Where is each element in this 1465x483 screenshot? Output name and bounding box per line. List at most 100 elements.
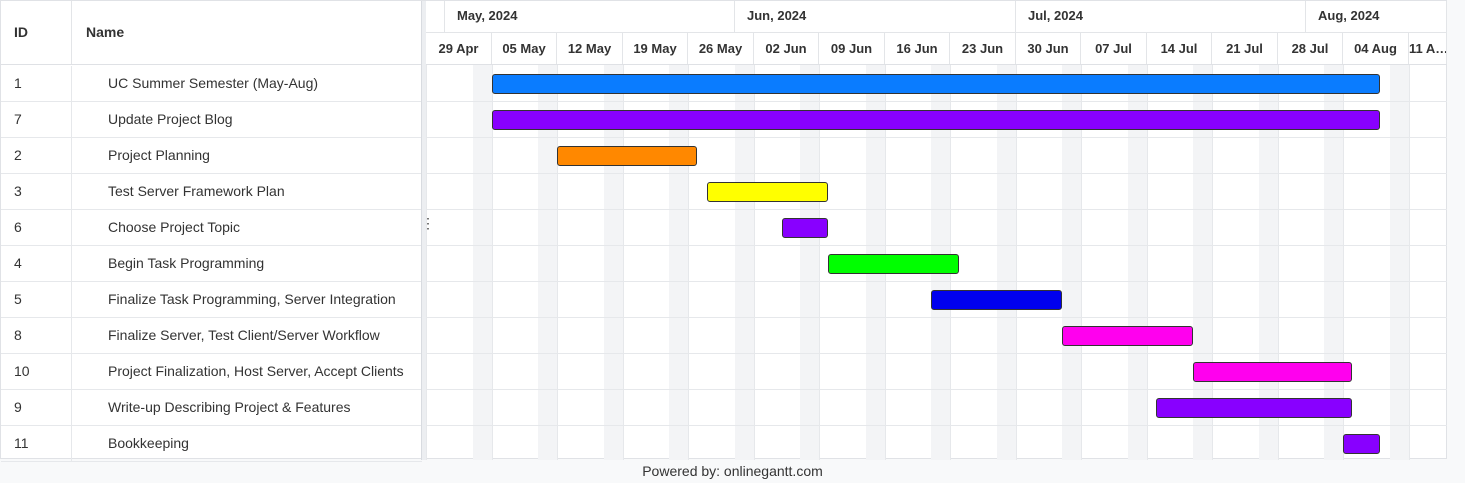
week-header-cell: 05 May bbox=[492, 33, 557, 64]
task-name-cell: Test Server Framework Plan bbox=[108, 183, 285, 199]
month-header-cell: Aug, 2024 bbox=[1306, 1, 1447, 33]
task-id-cell: 5 bbox=[1, 282, 72, 317]
table-row[interactable]: 11 Bookkeeping bbox=[1, 426, 422, 462]
task-name-cell: Finalize Task Programming, Server Integr… bbox=[108, 291, 396, 307]
weekend-shade bbox=[1193, 65, 1212, 460]
task-bar[interactable] bbox=[1193, 362, 1352, 382]
table-row[interactable]: 9 Write-up Describing Project & Features bbox=[1, 390, 422, 426]
task-id-cell: 9 bbox=[1, 390, 72, 425]
task-id-cell: 11 bbox=[1, 426, 72, 461]
task-name-cell: UC Summer Semester (May-Aug) bbox=[108, 75, 319, 91]
month-header-cell: May, 2024 bbox=[445, 1, 735, 33]
task-id-cell: 10 bbox=[1, 354, 72, 389]
task-name-cell: Begin Task Programming bbox=[108, 255, 265, 271]
week-header-cell: 02 Jun bbox=[754, 33, 819, 64]
table-row[interactable]: 8 Finalize Server, Test Client/Server Wor… bbox=[1, 318, 422, 354]
task-id-cell: 1 bbox=[1, 66, 72, 101]
week-header-cell: 14 Jul bbox=[1147, 33, 1212, 64]
table-row[interactable]: 10 Project Finalization, Host Server, Acc… bbox=[1, 354, 422, 390]
weekend-shade bbox=[538, 65, 557, 460]
task-name-cell: Finalize Server, Test Client/Server Work… bbox=[108, 327, 380, 343]
task-name-cell: Project Finalization, Host Server, Accep… bbox=[108, 363, 404, 379]
row-gridline bbox=[426, 281, 1447, 282]
task-bar[interactable] bbox=[707, 182, 828, 202]
week-header-cell: 11 A… bbox=[1409, 33, 1447, 64]
timeline: May, 2024 Jun, 2024 Jul, 2024 Aug, 2024 29 … bbox=[426, 1, 1447, 460]
table-row[interactable]: 6 Choose Project Topic bbox=[1, 210, 422, 246]
week-header-cell: 23 Jun bbox=[950, 33, 1016, 64]
task-id-cell: 8 bbox=[1, 318, 72, 353]
week-gridline bbox=[1278, 65, 1279, 460]
row-gridline bbox=[426, 389, 1447, 390]
table-row[interactable]: 7 Update Project Blog bbox=[1, 102, 422, 138]
week-header-cell: 19 May bbox=[623, 33, 688, 64]
task-bar[interactable] bbox=[492, 110, 1380, 130]
row-gridline bbox=[426, 101, 1447, 102]
weekend-shade bbox=[800, 65, 819, 460]
week-gridline bbox=[1343, 65, 1344, 460]
week-header-cell: 16 Jun bbox=[885, 33, 950, 64]
row-gridline bbox=[426, 353, 1447, 354]
week-gridline bbox=[426, 65, 427, 460]
table-row[interactable]: 4 Begin Task Programming bbox=[1, 246, 422, 282]
task-bar[interactable] bbox=[1156, 398, 1352, 418]
week-header-cell: 28 Jul bbox=[1278, 33, 1343, 64]
weekend-shade bbox=[1259, 65, 1278, 460]
task-bar[interactable] bbox=[782, 218, 828, 238]
weekend-shade bbox=[1128, 65, 1147, 460]
month-header-cell: Jul, 2024 bbox=[1016, 1, 1306, 33]
gantt-chart: ID Name 1 UC Summer Semester (May-Aug) 7 Up… bbox=[0, 0, 1447, 462]
weekend-shade bbox=[1062, 65, 1081, 460]
task-id-cell: 3 bbox=[1, 174, 72, 209]
task-name-cell: Choose Project Topic bbox=[108, 219, 241, 235]
week-header-cell: 26 May bbox=[688, 33, 754, 64]
weekend-shade bbox=[735, 65, 754, 460]
week-gridline bbox=[1081, 65, 1082, 460]
task-bar[interactable] bbox=[492, 74, 1380, 94]
month-header-lead bbox=[426, 1, 445, 33]
powered-by-footer[interactable]: Powered by: onlinegantt.com bbox=[642, 463, 823, 479]
row-gridline bbox=[426, 317, 1447, 318]
row-gridline bbox=[426, 245, 1447, 246]
task-bar[interactable] bbox=[828, 254, 959, 274]
month-header-cell: Jun, 2024 bbox=[735, 1, 1016, 33]
week-gridline bbox=[688, 65, 689, 460]
table-row[interactable]: 2 Project Planning bbox=[1, 138, 422, 174]
weekend-shade bbox=[1390, 65, 1409, 460]
table-row[interactable]: 1 UC Summer Semester (May-Aug) bbox=[1, 66, 422, 102]
task-id-cell: 2 bbox=[1, 138, 72, 173]
week-gridline bbox=[819, 65, 820, 460]
task-bar[interactable] bbox=[557, 146, 697, 166]
panel-splitter[interactable] bbox=[421, 1, 426, 460]
weekend-shade bbox=[1324, 65, 1343, 460]
task-bar[interactable] bbox=[1062, 326, 1193, 346]
week-gridline bbox=[754, 65, 755, 460]
id-column-header[interactable]: ID bbox=[1, 1, 72, 64]
task-name-cell: Update Project Blog bbox=[108, 111, 233, 127]
row-gridline bbox=[426, 137, 1447, 138]
week-gridline bbox=[1016, 65, 1017, 460]
table-row[interactable]: 3 Test Server Framework Plan bbox=[1, 174, 422, 210]
task-id-cell: 6 bbox=[1, 210, 72, 245]
week-header-cell: 09 Jun bbox=[819, 33, 885, 64]
week-gridline bbox=[492, 65, 493, 460]
week-header-cell: 21 Jul bbox=[1212, 33, 1278, 64]
week-gridline bbox=[1409, 65, 1410, 460]
task-name-cell: Write-up Describing Project & Features bbox=[108, 399, 351, 415]
week-gridline bbox=[623, 65, 624, 460]
week-gridline bbox=[1147, 65, 1148, 460]
task-bar[interactable] bbox=[1343, 434, 1380, 454]
task-name-cell: Project Planning bbox=[108, 147, 210, 163]
week-header-cell: 07 Jul bbox=[1081, 33, 1147, 64]
name-column-header[interactable]: Name bbox=[86, 24, 125, 40]
week-gridline bbox=[557, 65, 558, 460]
task-id-cell: 4 bbox=[1, 246, 72, 281]
weekend-shade bbox=[997, 65, 1016, 460]
task-bar[interactable] bbox=[931, 290, 1062, 310]
table-row[interactable]: 5 Finalize Task Programming, Server Integ… bbox=[1, 282, 422, 318]
grid-header: ID Name bbox=[1, 1, 422, 65]
weekend-shade bbox=[473, 65, 492, 460]
week-header-cell: 12 May bbox=[557, 33, 623, 64]
task-grid: ID Name 1 UC Summer Semester (May-Aug) 7 Up… bbox=[1, 1, 422, 462]
week-header-cell: 30 Jun bbox=[1016, 33, 1081, 64]
